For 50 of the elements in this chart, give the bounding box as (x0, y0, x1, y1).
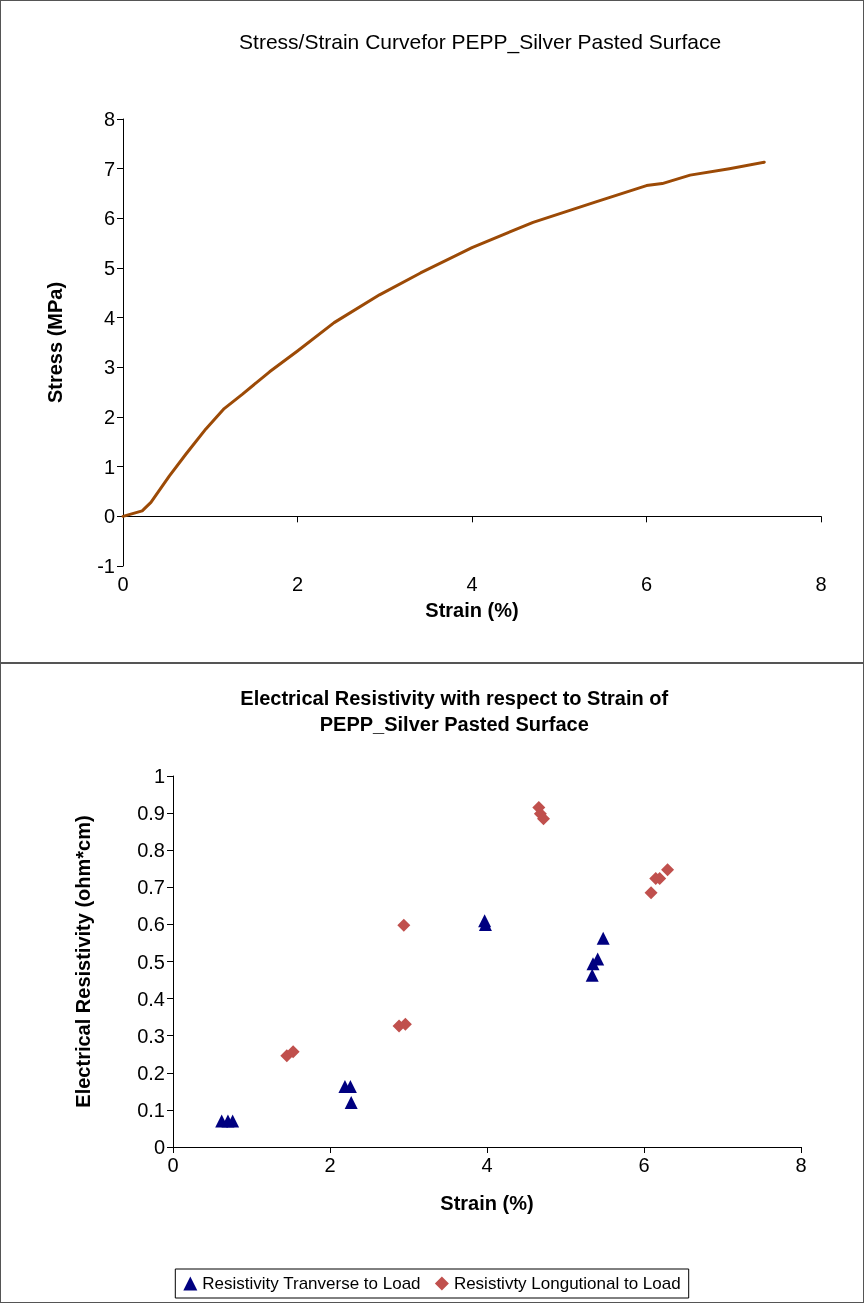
x-tick-label: 4 (481, 1154, 493, 1176)
y-tick-label: 2 (103, 406, 115, 428)
y-tick-label: 0 (153, 1136, 165, 1158)
x-tick-label: 0 (117, 573, 129, 595)
y-tick-label: 8 (103, 108, 115, 130)
chart-title: Electrical Resistivity with respect to Strain of PEPP_Silver Pasted Surface (240, 687, 669, 735)
point (644, 886, 658, 900)
x-tick-label: 2 (291, 573, 304, 595)
chart-title: Stress/Strain Curvefor PEPP_Silver Pasted Surface (239, 29, 722, 54)
y-tick-label: 0.9 (137, 802, 165, 825)
point (585, 968, 599, 982)
y-tick-label: 1 (153, 765, 165, 787)
x-tick-label: 6 (638, 1154, 650, 1176)
y-tick-label: 1 (103, 455, 115, 478)
x-axis-title: Strain (%) (425, 599, 519, 621)
y-tick-label: 3 (103, 356, 115, 379)
y-tick-label: 0.2 (137, 1061, 165, 1084)
legend-label: Resistivity Tranverse to Load (202, 1274, 421, 1293)
y-tick-label: 0.8 (137, 839, 165, 862)
y-tick-label: 0.6 (137, 913, 165, 936)
y-tick-label: 0.4 (137, 987, 165, 1010)
y-tick-label: 0.7 (137, 876, 165, 899)
x-tick-label: 8 (815, 573, 827, 595)
point (596, 931, 610, 945)
y-tick-label: 5 (103, 257, 115, 279)
line-series (121, 160, 766, 518)
y-tick-label: 6 (103, 207, 115, 230)
y-tick-label: 0.1 (137, 1098, 165, 1121)
x-tick-label: 2 (324, 1154, 336, 1176)
point (661, 863, 675, 877)
x-tick-label: 4 (466, 573, 478, 595)
x-tick-label: 6 (640, 573, 653, 595)
x-tick-label: 0 (167, 1154, 179, 1176)
x-axis-title: Strain (%) (440, 1192, 534, 1214)
y-axis-title: Stress (MPa) (44, 281, 66, 404)
y-axis-title: Electrical Resistivity (ohm*cm) (72, 815, 94, 1108)
y-tick-label: 4 (103, 306, 115, 329)
y-tick-label: 0.5 (137, 950, 165, 973)
point (344, 1095, 358, 1109)
point (286, 1045, 300, 1059)
legend-label: Resistivty Longutional to Load (453, 1274, 681, 1293)
x-tick-label: 8 (795, 1154, 807, 1176)
point (397, 918, 411, 932)
y-tick-label: 0 (103, 505, 115, 528)
y-tick-label: 7 (103, 157, 115, 180)
point (537, 812, 551, 826)
point (586, 957, 600, 971)
y-tick-label: 0.3 (137, 1024, 165, 1047)
point (226, 1114, 240, 1128)
y-tick-label: -1 (97, 555, 115, 577)
